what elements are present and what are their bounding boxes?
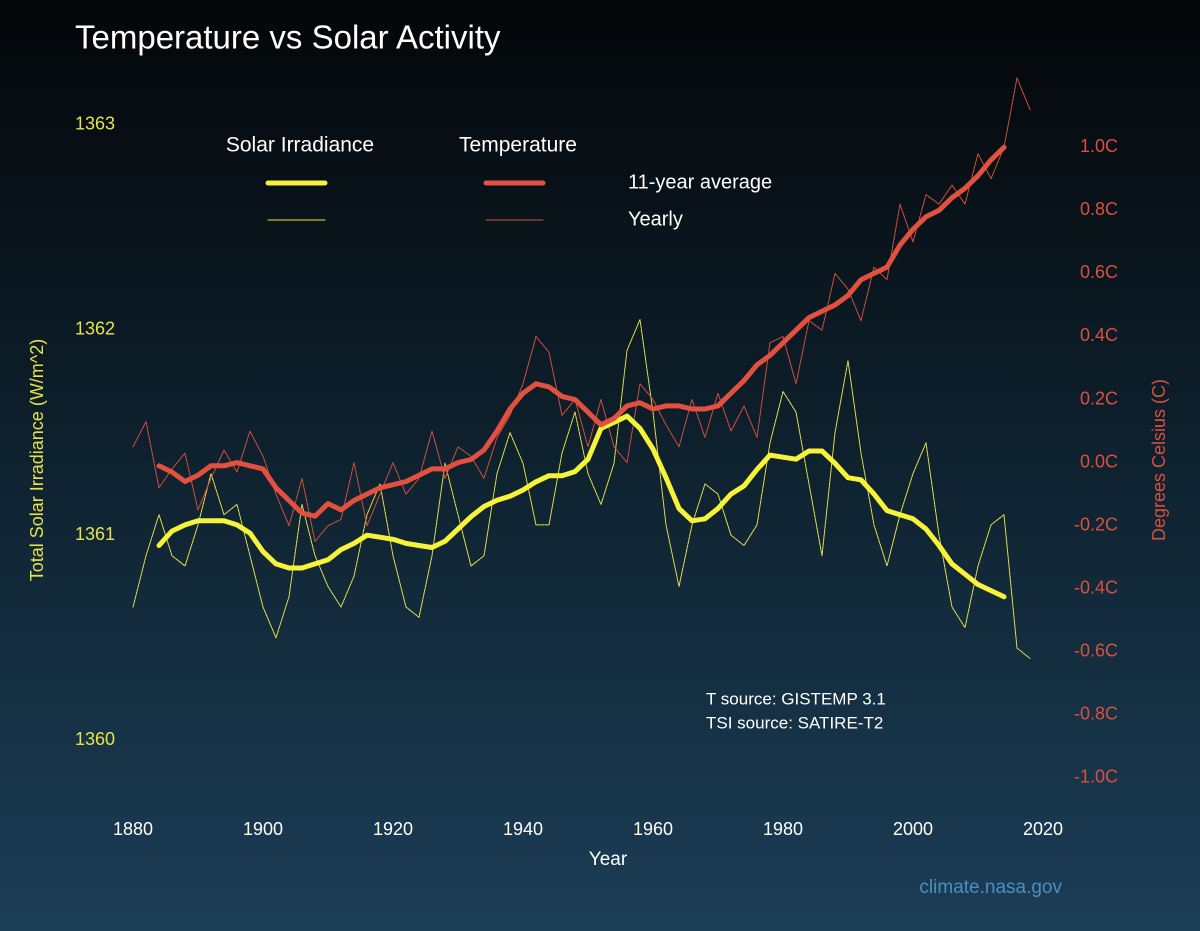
x-tick-label: 1980 [763, 819, 803, 839]
legend-header: Temperature [459, 134, 577, 157]
y2-tick-label: -0.2C [1074, 514, 1118, 534]
y2-axis-title: Degrees Celsius (C) [1149, 379, 1169, 541]
x-axis-title: Year [589, 849, 628, 870]
y2-tick-label: 0.4C [1080, 325, 1118, 345]
x-tick-label: 1900 [243, 819, 283, 839]
y-tick-label: 1362 [75, 319, 115, 339]
x-tick-label: 1880 [113, 819, 153, 839]
legend-label: 11-year average [628, 171, 772, 193]
x-tick-label: 1920 [373, 819, 413, 839]
y2-tick-label: 1.0C [1080, 136, 1118, 156]
x-tick-label: 1960 [633, 819, 673, 839]
x-tick-label: 2020 [1023, 819, 1063, 839]
x-tick-label: 2000 [893, 819, 933, 839]
y2-tick-label: 0.8C [1080, 199, 1118, 219]
y2-tick-label: -1.0C [1074, 767, 1118, 787]
chart-title: Temperature vs Solar Activity [75, 19, 501, 56]
legend-header: Solar Irradiance [226, 134, 374, 157]
average-line [156, 144, 1007, 519]
y2-tick-label: 0.6C [1080, 262, 1118, 282]
yearly-line [132, 77, 1031, 542]
y2-tick-label: 0.0C [1080, 451, 1118, 471]
yearly-line [132, 319, 1031, 659]
y-axis-title: Total Solar Irradiance (W/m^2) [27, 339, 47, 582]
y2-tick-label: -0.8C [1074, 704, 1118, 724]
y-tick-label: 1360 [75, 729, 115, 749]
y2-tick-label: -0.4C [1074, 577, 1118, 597]
average-line [156, 413, 1007, 600]
credit: climate.nasa.gov [919, 877, 1062, 898]
y2-tick-label: 0.2C [1080, 388, 1118, 408]
y-tick-label: 1361 [75, 524, 115, 544]
legend-label: Yearly [628, 208, 683, 230]
y2-tick-label: -0.6C [1074, 641, 1118, 661]
annotation: TSI source: SATIRE-T2 [706, 713, 883, 732]
annotation: T source: GISTEMP 3.1 [706, 689, 886, 708]
x-tick-label: 1940 [503, 819, 543, 839]
y-tick-label: 1363 [75, 113, 115, 133]
